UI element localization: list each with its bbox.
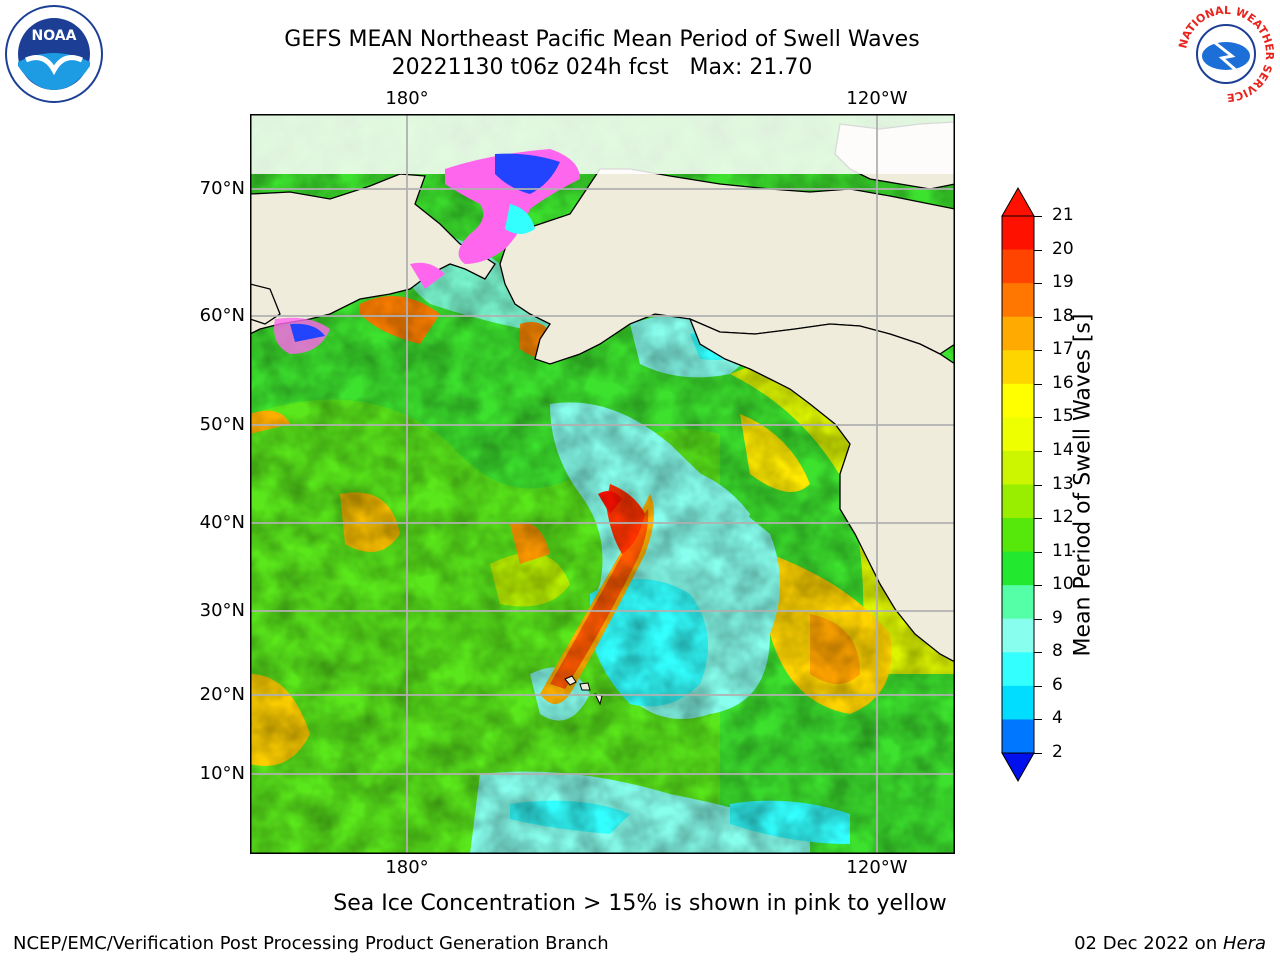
colorbar-tick-mark	[1034, 585, 1042, 587]
lat-label-60n: 60°N	[199, 305, 245, 326]
colorbar-tick-label: 21	[1052, 205, 1074, 225]
lat-label-30n: 30°N	[199, 600, 245, 621]
colorbar-segment	[1002, 685, 1034, 720]
plot-subtitle: 20221130 t06z 024h fcst Max: 21.70	[391, 55, 813, 80]
colorbar-top-arrow	[1001, 186, 1035, 217]
lat-label-50n: 50°N	[199, 414, 245, 435]
colorbar-tick-mark	[1034, 216, 1042, 217]
colorbar-segment	[1002, 484, 1034, 519]
colorbar	[1001, 186, 1035, 783]
colorbar-segment	[1002, 216, 1034, 251]
lat-label-40n: 40°N	[199, 512, 245, 533]
colorbar-tick-mark	[1034, 316, 1042, 318]
lat-label-20n: 20°N	[199, 684, 245, 705]
colorbar-tick-mark	[1034, 518, 1042, 520]
lon-label-bottom-120w: 120°W	[846, 857, 908, 878]
colorbar-tick-label: 13	[1052, 473, 1074, 494]
colorbar-tick-mark	[1034, 753, 1042, 754]
colorbar-segment	[1002, 551, 1034, 586]
colorbar-segment	[1002, 316, 1034, 351]
colorbar-segment	[1002, 417, 1034, 452]
colorbar-tick-label: 14	[1052, 439, 1074, 460]
lon-label-top-120w: 120°W	[846, 88, 908, 109]
footer-date: 02 Dec 2022 on Hera	[1074, 933, 1266, 954]
colorbar-segment	[1002, 719, 1034, 754]
plot-title: GEFS MEAN Northeast Pacific Mean Period …	[284, 27, 920, 52]
land-kamchatka	[250, 283, 281, 325]
lon-label-bottom-180: 180°	[385, 857, 429, 878]
colorbar-segment	[1002, 350, 1034, 385]
colorbar-tick-mark	[1034, 249, 1042, 251]
colorbar-tick-label: 20	[1052, 238, 1074, 259]
colorbar-segment	[1002, 618, 1034, 653]
colorbar-segment	[1002, 249, 1034, 284]
lon-label-top-180: 180°	[385, 88, 429, 109]
colorbar-tick-mark	[1034, 719, 1042, 721]
colorbar-tick-mark	[1034, 618, 1042, 620]
colorbar-tick-label: 10	[1052, 574, 1074, 595]
colorbar-segment	[1002, 585, 1034, 620]
colorbar-segment	[1002, 652, 1034, 687]
land-north-america	[688, 317, 955, 663]
colorbar-tick-label: 12	[1052, 507, 1074, 528]
colorbar-segment	[1002, 518, 1034, 553]
colorbar-tick-label: 8	[1052, 641, 1063, 662]
colorbar-tick-mark	[1034, 551, 1042, 553]
colorbar-tick-label: 19	[1052, 272, 1074, 293]
colorbar-tick-label: 9	[1052, 607, 1063, 628]
colorbar-tick-label: 16	[1052, 372, 1074, 393]
colorbar-tick-label: 11	[1052, 540, 1074, 561]
colorbar-segment	[1002, 450, 1034, 485]
colorbar-segment	[1002, 383, 1034, 418]
colorbar-tick-label: 17	[1052, 339, 1074, 360]
colorbar-tick-mark	[1034, 685, 1042, 687]
colorbar-tick-label: 4	[1052, 708, 1063, 729]
swell-period-map	[250, 114, 955, 854]
colorbar-tick-label: 6	[1052, 674, 1063, 695]
footer-branch: NCEP/EMC/Verification Post Processing Pr…	[13, 933, 609, 954]
footer-machine: Hera	[1222, 933, 1266, 954]
map-frame	[250, 114, 955, 854]
colorbar-tick-mark	[1034, 283, 1042, 285]
colorbar-label: Mean Period of Swell Waves [s]	[1070, 313, 1096, 657]
colorbar-tick-label: 2	[1052, 742, 1063, 762]
graticule	[250, 114, 955, 854]
noaa-logo: NOAA	[5, 5, 103, 103]
colorbar-tick-label: 15	[1052, 406, 1074, 427]
sea-ice-note: Sea Ice Concentration > 15% is shown in …	[333, 891, 947, 916]
noaa-logo-text: NOAA	[32, 28, 77, 44]
colorbar-segments	[1002, 216, 1034, 754]
colorbar-bottom-arrow	[1001, 752, 1035, 783]
colorbar-tick-mark	[1034, 484, 1042, 486]
colorbar-tick-mark	[1034, 450, 1042, 452]
lat-label-70n: 70°N	[199, 178, 245, 199]
colorbar-tick-mark	[1034, 383, 1042, 385]
colorbar-tick-mark	[1034, 417, 1042, 419]
colorbar-segment	[1002, 283, 1034, 318]
colorbar-tick-mark	[1034, 652, 1042, 654]
colorbar-tick-mark	[1034, 350, 1042, 352]
colorbar-tick-label: 18	[1052, 305, 1074, 326]
footer-date-text: 02 Dec 2022 on	[1074, 933, 1223, 954]
nws-logo: NATIONAL WEATHER SERVICE	[1176, 4, 1276, 104]
lat-label-10n: 10°N	[199, 763, 245, 784]
